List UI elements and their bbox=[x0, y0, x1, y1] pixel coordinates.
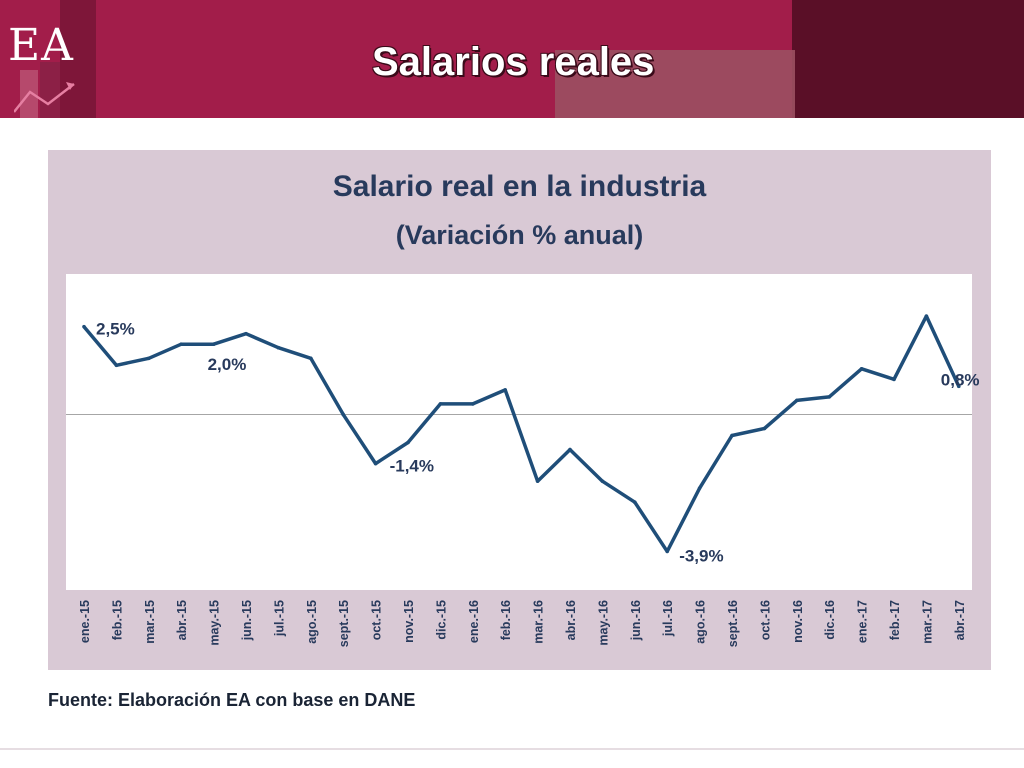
data-point-ene.-17 bbox=[859, 367, 864, 371]
data-point-ago.-15 bbox=[309, 356, 313, 361]
x-tick-label: mar.-16 bbox=[532, 600, 546, 644]
data-label: 0,8% bbox=[941, 370, 980, 389]
x-tick-label: may.-16 bbox=[596, 600, 610, 646]
data-point-feb.-17 bbox=[892, 377, 896, 382]
data-point-mar.-16 bbox=[535, 479, 540, 483]
footer-divider bbox=[0, 748, 1024, 750]
x-tick-label: jul.-15 bbox=[272, 600, 286, 637]
data-point-jun.-15 bbox=[244, 331, 248, 336]
source-note: Fuente: Elaboración EA con base en DANE bbox=[48, 690, 416, 710]
x-tick-label: may.-15 bbox=[208, 600, 222, 646]
x-tick-label: feb.-15 bbox=[110, 600, 124, 640]
data-point-ene.-16 bbox=[471, 402, 475, 406]
header-small-bar bbox=[40, 62, 60, 118]
data-label: -1,4% bbox=[390, 457, 434, 476]
data-point-abr.-15 bbox=[179, 342, 183, 347]
data-point-nov.-15 bbox=[406, 440, 410, 445]
data-point-ene.-15 bbox=[82, 324, 86, 329]
header-dark-block bbox=[792, 0, 1024, 118]
line-chart: 2,5% 2,0% -1,4% -3,9% 0,8% ene.-15 feb.-15 mar.… bbox=[66, 274, 980, 647]
data-point-jul.-15 bbox=[276, 345, 281, 350]
data-point-nov.-16 bbox=[795, 398, 799, 403]
data-label: 2,5% bbox=[96, 320, 135, 339]
x-tick-label: ene.-16 bbox=[467, 600, 481, 643]
x-tick-label: nov.-16 bbox=[791, 600, 805, 643]
x-tick-label: jul.-16 bbox=[661, 600, 675, 637]
x-tick-label: oct.-15 bbox=[370, 600, 384, 640]
data-point-sept.-16 bbox=[730, 433, 734, 438]
data-point-oct.-15 bbox=[373, 461, 378, 466]
x-tick-label: feb.-16 bbox=[499, 600, 513, 640]
x-tick-label: oct.-16 bbox=[758, 600, 772, 640]
data-label: -3,9% bbox=[679, 546, 723, 565]
data-point-feb.-15 bbox=[114, 363, 119, 368]
data-point-jul.-16 bbox=[665, 549, 669, 554]
x-tick-label: dic.-16 bbox=[823, 600, 837, 640]
data-point-dic.-16 bbox=[827, 395, 831, 399]
x-tick-label: abr.-16 bbox=[564, 600, 578, 640]
x-tick-label: ago.-16 bbox=[694, 600, 708, 644]
x-tick-label: ene.-15 bbox=[78, 600, 92, 643]
data-point-may.-16 bbox=[600, 479, 605, 483]
x-tick-label: abr.-17 bbox=[953, 600, 967, 640]
data-point-mar.-17 bbox=[924, 314, 929, 318]
data-point-mar.-15 bbox=[147, 356, 151, 361]
data-point-abr.-17 bbox=[957, 384, 961, 389]
x-tick-label: sept.-15 bbox=[337, 600, 351, 647]
data-point-dic.-15 bbox=[438, 402, 443, 406]
page-title: Salarios reales bbox=[372, 40, 655, 84]
chart-title: Salario real en la industria bbox=[332, 170, 707, 203]
x-tick-label: feb.-17 bbox=[888, 600, 902, 640]
data-point-abr.-16 bbox=[568, 447, 572, 452]
data-point-feb.-16 bbox=[503, 388, 508, 392]
data-point-may.-15 bbox=[211, 342, 216, 347]
data-point-sept.-15 bbox=[341, 412, 346, 417]
header-banner: EA Salarios reales bbox=[0, 0, 1024, 118]
x-tick-label: mar.-17 bbox=[920, 600, 934, 644]
header-mauve-block bbox=[555, 50, 795, 118]
x-tick-label: nov.-15 bbox=[402, 600, 416, 643]
x-tick-label: abr.-15 bbox=[175, 600, 189, 640]
x-tick-label: ene.-17 bbox=[856, 600, 870, 643]
x-tick-label: dic.-15 bbox=[434, 600, 448, 640]
series-line bbox=[82, 314, 961, 554]
chart-panel: Salario real en la industria (Variación … bbox=[48, 150, 991, 670]
header-stripe bbox=[60, 0, 96, 118]
data-label: 2,0% bbox=[208, 355, 247, 374]
data-point-jun.-16 bbox=[633, 500, 637, 505]
x-tick-label: ago.-15 bbox=[305, 600, 319, 644]
trend-arrow-icon bbox=[14, 82, 75, 113]
x-tick-label: jun.-16 bbox=[629, 600, 643, 641]
data-point-ago.-16 bbox=[697, 486, 702, 490]
x-tick-label: sept.-16 bbox=[726, 600, 740, 647]
chart-subtitle: (Variación % anual) bbox=[395, 220, 644, 250]
x-tick-label: mar.-15 bbox=[143, 600, 157, 644]
ea-logo: EA bbox=[8, 20, 74, 71]
x-tick-label: jun.-15 bbox=[240, 600, 254, 641]
data-point-oct.-16 bbox=[762, 426, 767, 431]
